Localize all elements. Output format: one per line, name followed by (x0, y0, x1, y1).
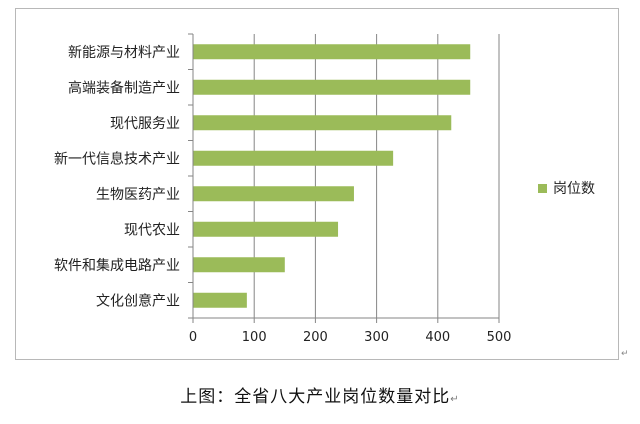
x-tick-label: 200 (303, 330, 328, 345)
bars (193, 44, 471, 308)
axes (192, 34, 499, 319)
category-label: 软件和集成电路产业 (54, 257, 180, 274)
legend-swatch (538, 183, 547, 193)
bar (193, 115, 452, 131)
category-label: 现代农业 (124, 222, 180, 238)
category-label: 文化创意产业 (96, 292, 180, 309)
bar (193, 221, 339, 237)
bar (193, 292, 247, 308)
chart-caption: 上图：全省八大产业岗位数量对比↵ (0, 382, 640, 407)
bar (193, 79, 471, 95)
category-label: 新一代信息技术产业 (54, 150, 180, 167)
x-tick-label: 500 (487, 330, 512, 345)
legend-label: 岗位数 (553, 181, 595, 197)
x-tick-label: 0 (189, 330, 197, 345)
legend: 岗位数 (538, 178, 595, 198)
paragraph-mark: ↵ (621, 349, 629, 359)
chart-frame (15, 8, 619, 360)
category-label: 生物医药产业 (96, 187, 180, 203)
category-label: 现代服务业 (110, 116, 180, 132)
x-tick-labels: 0 100 200 300 400 500 (189, 330, 512, 345)
gridlines (188, 33, 500, 323)
x-tick-label: 400 (425, 330, 450, 345)
bar (193, 257, 285, 273)
category-label: 高端装备制造产业 (68, 79, 180, 96)
bar (193, 44, 471, 60)
bar (193, 150, 394, 166)
caption-paragraph-mark: ↵ (450, 394, 460, 405)
x-tick-label: 100 (242, 330, 267, 345)
category-labels: 新能源与材料产业高端装备制造产业现代服务业新一代信息技术产业生物医药产业现代农业… (54, 45, 180, 310)
bar (193, 186, 354, 202)
x-tick-label: 300 (364, 330, 389, 345)
caption-text: 上图：全省八大产业岗位数量对比 (180, 387, 451, 407)
category-label: 新能源与材料产业 (68, 45, 180, 61)
